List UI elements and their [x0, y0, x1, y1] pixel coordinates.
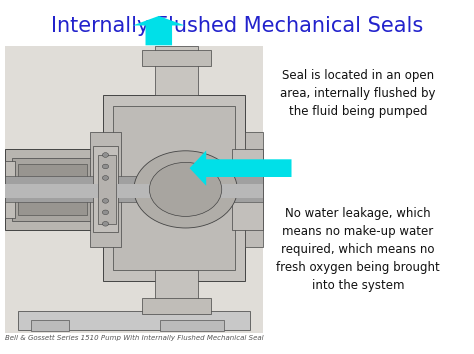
- Bar: [12, 158, 95, 221]
- Bar: [103, 95, 245, 281]
- Bar: [142, 298, 211, 314]
- Text: Internally Flushed Mechanical Seals: Internally Flushed Mechanical Seals: [51, 16, 423, 36]
- Bar: [5, 149, 103, 229]
- Bar: [5, 177, 263, 202]
- Bar: [5, 184, 263, 198]
- Bar: [5, 161, 15, 218]
- Circle shape: [102, 199, 109, 203]
- Circle shape: [102, 164, 109, 169]
- Bar: [30, 320, 69, 331]
- Circle shape: [149, 162, 222, 216]
- Bar: [232, 149, 263, 229]
- Bar: [98, 155, 116, 224]
- Circle shape: [102, 222, 109, 226]
- Bar: [5, 46, 263, 333]
- Text: No water leakage, which
means no make-up water
required, which means no
fresh ox: No water leakage, which means no make-up…: [276, 207, 440, 292]
- Circle shape: [134, 151, 237, 228]
- Circle shape: [102, 210, 109, 215]
- Bar: [90, 132, 121, 247]
- Bar: [5, 46, 263, 333]
- Bar: [160, 320, 224, 331]
- Bar: [155, 46, 199, 95]
- Bar: [113, 106, 235, 270]
- Bar: [245, 132, 263, 247]
- Circle shape: [102, 176, 109, 180]
- Polygon shape: [133, 16, 185, 45]
- Polygon shape: [190, 150, 292, 186]
- Bar: [18, 164, 87, 215]
- Bar: [92, 147, 118, 233]
- Text: Seal is located in an open
area, internally flushed by
the fluid being pumped: Seal is located in an open area, interna…: [280, 69, 436, 118]
- Bar: [142, 50, 211, 66]
- Circle shape: [102, 153, 109, 157]
- Text: Bell & Gossett Series 1510 Pump With Internally Flushed Mechanical Seal: Bell & Gossett Series 1510 Pump With Int…: [5, 335, 263, 341]
- Bar: [18, 311, 250, 330]
- Bar: [155, 270, 199, 313]
